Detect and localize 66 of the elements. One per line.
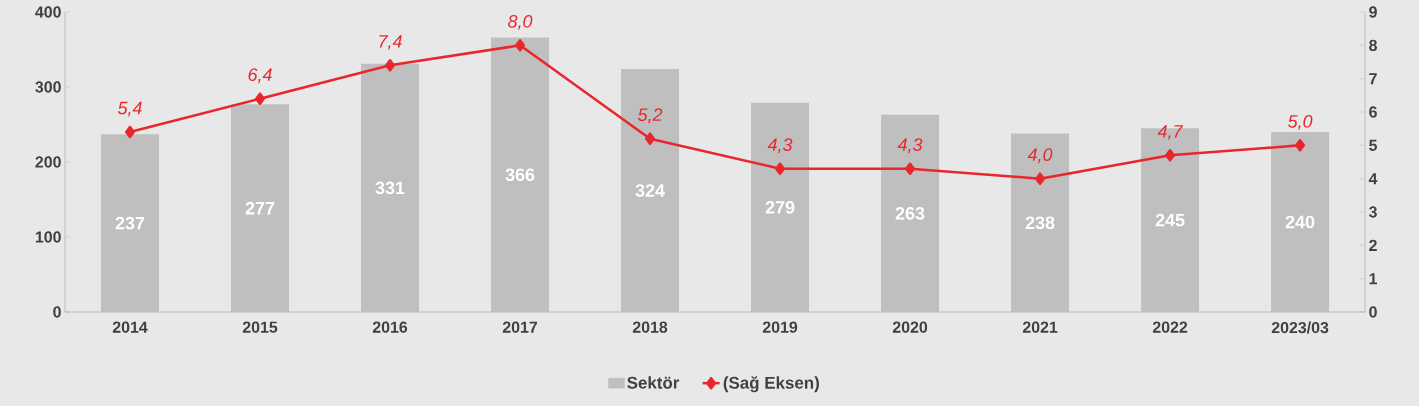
data-label: 5,0: [1288, 114, 1313, 130]
x-tick-label: 2023/03: [1271, 321, 1329, 334]
y2-tick-label: 1: [1369, 273, 1378, 285]
point: [385, 59, 396, 72]
x-tick-label: 2015: [242, 321, 278, 333]
bar: [751, 102, 810, 312]
bar: [1011, 133, 1070, 312]
data-label: 240: [1285, 215, 1315, 229]
bar: [231, 104, 290, 312]
y2-tick-label: 5: [1369, 139, 1378, 151]
point: [125, 125, 135, 139]
x-tick-label: 2021: [1022, 321, 1058, 333]
point: [1295, 139, 1306, 152]
y-tick-label: 100: [35, 231, 61, 243]
legend-label: Sektör: [627, 376, 680, 389]
data-label: 5,4: [117, 101, 142, 117]
y2-tick-label: 9: [1369, 6, 1377, 18]
data-label: 4,0: [1027, 148, 1053, 164]
point: [255, 92, 266, 105]
data-label: 4,3: [767, 138, 793, 154]
data-label: 7,4: [379, 35, 402, 50]
bar: [491, 37, 550, 312]
data-label: 238: [1025, 216, 1055, 230]
point: [645, 132, 656, 145]
point: [1165, 149, 1176, 162]
point: [905, 162, 916, 175]
data-label: 237: [115, 216, 145, 230]
point: [515, 39, 526, 52]
bar: [621, 69, 680, 312]
y-tick-label: 200: [35, 156, 61, 168]
data-label: 5,2: [637, 108, 663, 124]
y-tick-label: 0: [53, 306, 61, 318]
y2-tick-label: 2: [1369, 239, 1377, 251]
x-tick-label: 2016: [372, 321, 408, 333]
y-tick-label: 300: [35, 81, 61, 93]
y2-tick-label: 7: [1369, 73, 1377, 85]
y2-tick-label: 8: [1369, 39, 1377, 51]
point: [775, 162, 786, 175]
data-label: 277: [245, 201, 275, 215]
x-tick-label: 2022: [1152, 321, 1188, 333]
x-tick-label: 2018: [632, 321, 668, 333]
data-label: 4,3: [897, 138, 923, 154]
y2-tick-label: 3: [1368, 206, 1377, 218]
data-label: 8,0: [508, 14, 533, 30]
point: [1035, 172, 1046, 185]
y2-tick-label: 4: [1368, 173, 1378, 185]
x-tick-label: 2020: [892, 321, 928, 333]
data-label: 366: [505, 168, 535, 182]
legend-label: (Sağ Eksen): [723, 376, 819, 393]
data-label: 279: [765, 201, 795, 214]
bar: [361, 63, 420, 312]
x-tick-label: 2019: [762, 321, 798, 333]
data-label: 6,4: [248, 68, 272, 84]
bar: [101, 134, 159, 312]
x-tick-label: 2014: [112, 321, 148, 333]
data-label: 245: [1155, 213, 1185, 227]
x-tick-label: 2017: [502, 321, 538, 333]
data-label: 4,7: [1157, 125, 1184, 140]
y2-tick-label: 6: [1369, 106, 1377, 118]
data-label: 331: [375, 181, 405, 195]
y2-tick-label: 0: [1369, 306, 1377, 318]
bar: [1271, 132, 1330, 312]
bar: [881, 114, 940, 312]
y-tick-label: 400: [35, 6, 61, 18]
data-label: 263: [895, 207, 925, 220]
data-label: 324: [635, 184, 665, 197]
